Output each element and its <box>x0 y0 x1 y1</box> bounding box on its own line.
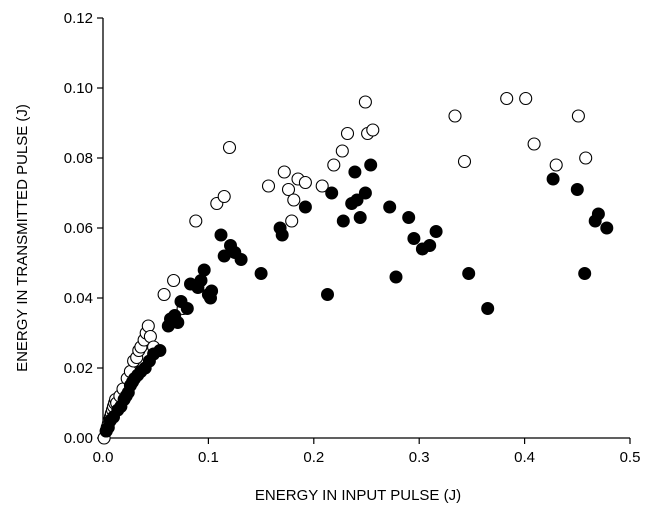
open-data-point <box>222 140 237 155</box>
open-data-point <box>285 214 299 228</box>
y-axis-title: ENERGY IN TRANSMITTED PULSE (J) <box>14 104 31 372</box>
filled-data-point <box>407 232 421 245</box>
y-tick-label: 0.12 <box>64 10 93 27</box>
y-ticks: 0.00 0.02 0.04 0.06 0.08 0.10 0.12 <box>64 10 103 447</box>
filled-data-point <box>205 284 219 298</box>
filled-data-point <box>462 267 476 280</box>
open-data-point <box>549 158 563 172</box>
open-data-point <box>340 126 355 141</box>
filled-data-point <box>350 193 364 207</box>
x-tick-label: 0.5 <box>620 449 641 466</box>
filled-data-point <box>321 288 334 301</box>
filled-data-point <box>348 165 362 179</box>
y-tick-label: 0.02 <box>64 360 93 377</box>
open-data-point <box>141 319 155 333</box>
filled-data-point <box>298 200 312 214</box>
open-data-point <box>167 273 181 288</box>
filled-data-point <box>481 302 495 315</box>
filled-data-point <box>383 200 397 214</box>
x-axis-title: ENERGY IN INPUT PULSE (J) <box>255 487 461 504</box>
open-data-point <box>500 91 514 106</box>
filled-data-point <box>353 211 367 224</box>
open-data-point <box>335 144 349 158</box>
filled-data-point <box>197 263 211 277</box>
y-tick-label: 0.08 <box>64 150 93 167</box>
filled-data-point <box>336 214 350 228</box>
filled-data-point <box>153 344 167 357</box>
open-data-point <box>287 193 301 207</box>
y-tick-label: 0.00 <box>64 430 93 447</box>
open-data-point <box>261 179 276 193</box>
filled-data-point <box>325 186 339 200</box>
y-tick-label: 0.06 <box>64 220 93 237</box>
x-ticks: 0.0 0.1 0.2 0.3 0.4 0.5 <box>93 438 641 466</box>
filled-data-point <box>423 239 437 252</box>
x-tick-label: 0.0 <box>93 449 114 466</box>
open-data-point <box>217 189 231 204</box>
open-data-point <box>448 109 462 123</box>
open-data-point <box>457 154 472 169</box>
filled-data-point <box>402 211 416 224</box>
y-tick-label: 0.10 <box>64 80 93 97</box>
filled-data-point <box>591 207 605 221</box>
filled-data-point <box>546 172 560 186</box>
x-tick-label: 0.4 <box>514 449 535 466</box>
open-data-point <box>277 165 291 179</box>
filled-data-point <box>234 253 248 266</box>
open-data-point <box>189 214 203 228</box>
open-data-point <box>571 109 585 123</box>
filled-data-point <box>570 183 584 196</box>
open-data-point <box>298 175 312 190</box>
open-data-point <box>157 287 171 302</box>
open-data-point <box>519 91 533 106</box>
data-points <box>97 91 614 445</box>
filled-data-point <box>214 228 228 242</box>
filled-data-point <box>358 186 372 200</box>
filled-data-point <box>254 267 268 280</box>
axes <box>102 18 630 439</box>
filled-data-point <box>171 316 185 329</box>
open-data-point <box>579 151 593 165</box>
open-data-point <box>358 95 372 109</box>
filled-data-point <box>429 225 443 238</box>
filled-data-point <box>600 221 614 235</box>
filled-data-point <box>578 267 592 280</box>
y-tick-label: 0.04 <box>64 290 93 307</box>
x-tick-label: 0.3 <box>409 449 430 466</box>
open-data-point <box>366 123 380 137</box>
filled-data-point <box>275 228 289 242</box>
open-data-point <box>327 158 341 172</box>
filled-data-point <box>389 270 403 284</box>
open-data-point <box>315 179 329 193</box>
filled-data-point <box>180 302 194 315</box>
x-tick-label: 0.1 <box>198 449 219 466</box>
open-data-point <box>281 182 296 197</box>
open-data-point <box>527 137 541 151</box>
filled-data-point <box>364 158 378 172</box>
x-tick-label: 0.2 <box>303 449 324 466</box>
